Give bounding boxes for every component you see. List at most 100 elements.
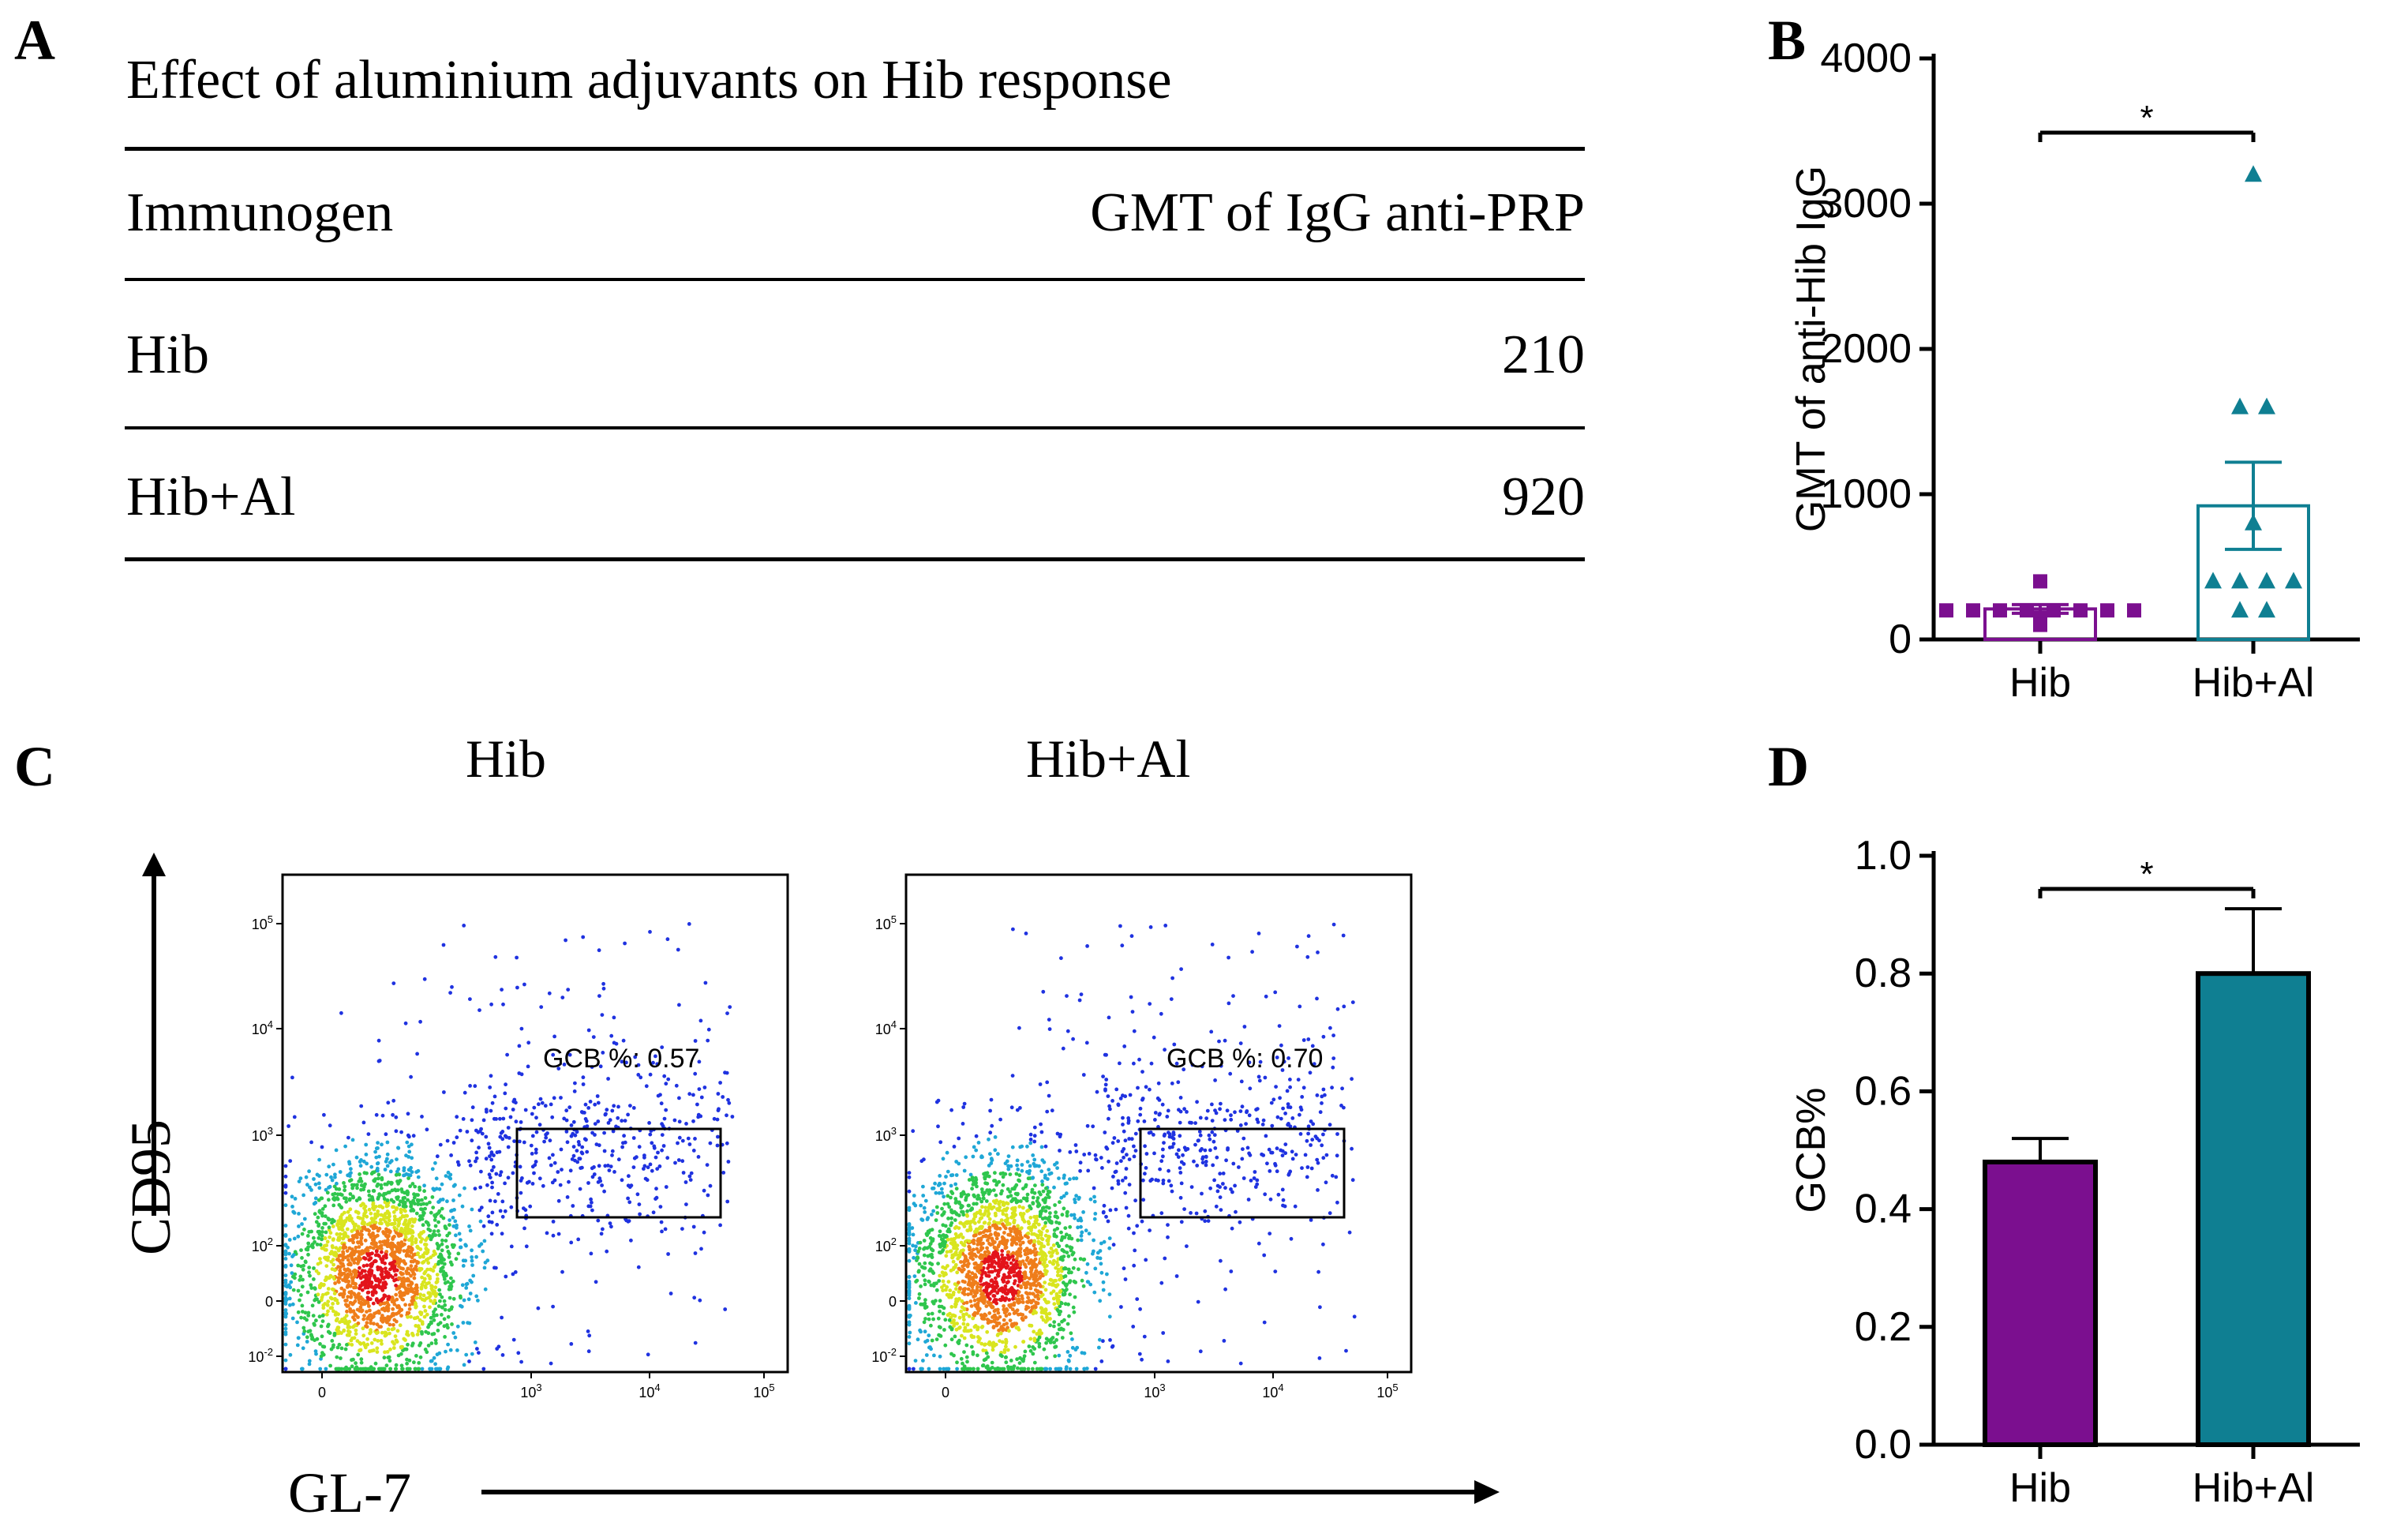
event-dot <box>434 1367 438 1371</box>
event-dot <box>369 1256 373 1260</box>
event-dot <box>1092 1187 1096 1190</box>
event-dot <box>358 1172 361 1176</box>
event-dot <box>395 1228 399 1232</box>
gl7-axis-label: GL-7 <box>288 1460 411 1526</box>
event-dot <box>922 1247 926 1251</box>
y-axis-label: GMT of anti-Hib IgG <box>1788 166 1834 532</box>
event-dot <box>428 1234 432 1238</box>
event-dot <box>373 1338 376 1342</box>
event-dot <box>938 1140 942 1144</box>
event-dot <box>590 1131 594 1135</box>
event-dot <box>1113 1136 1117 1140</box>
event-dot <box>1091 1252 1095 1256</box>
event-dot <box>1009 1172 1013 1176</box>
event-dot <box>571 1157 575 1161</box>
event-dot <box>931 1312 934 1316</box>
event-dot <box>1223 1039 1227 1043</box>
event-dot <box>1316 1188 1320 1192</box>
event-dot <box>968 1314 972 1318</box>
event-dot <box>971 1285 975 1289</box>
event-dot <box>1208 1138 1211 1142</box>
event-dot <box>372 1179 376 1183</box>
event-dot <box>380 1331 384 1335</box>
event-dot <box>982 1301 986 1305</box>
event-dot <box>1099 1262 1103 1265</box>
event-dot <box>369 1246 373 1250</box>
event-dot <box>290 1194 294 1198</box>
event-dot <box>406 1155 410 1159</box>
event-dot <box>490 1186 494 1190</box>
event-dot <box>1264 1134 1268 1138</box>
event-dot <box>1310 1138 1314 1142</box>
event-dot <box>298 1179 301 1183</box>
event-dot <box>404 1022 408 1025</box>
event-dot <box>938 1310 942 1314</box>
event-dot <box>1166 1223 1170 1227</box>
event-dot <box>650 1169 654 1173</box>
event-dot <box>473 1084 477 1088</box>
event-dot <box>1175 1274 1179 1278</box>
event-dot <box>330 1339 334 1343</box>
event-dot <box>1064 1182 1068 1186</box>
event-dot <box>1306 1165 1310 1169</box>
event-dot <box>961 1243 965 1247</box>
event-dot <box>301 1268 305 1272</box>
event-dot <box>401 1199 405 1203</box>
event-dot <box>947 1367 951 1371</box>
event-dot <box>991 1242 994 1246</box>
event-dot <box>949 1184 953 1188</box>
event-dot <box>997 1269 1001 1273</box>
event-dot <box>617 1157 621 1161</box>
event-dot <box>394 1367 398 1371</box>
event-dot <box>1331 1056 1335 1060</box>
event-dot <box>658 1093 662 1097</box>
event-dot <box>436 1220 440 1224</box>
event-dot <box>1033 1361 1037 1365</box>
event-dot <box>553 1161 557 1165</box>
event-dot <box>403 1166 406 1170</box>
event-dot <box>579 1187 582 1191</box>
event-dot <box>1258 1079 1262 1083</box>
event-dot <box>560 1270 564 1274</box>
event-dot <box>972 1352 976 1356</box>
event-dot <box>996 1273 1000 1277</box>
event-dot <box>556 1170 560 1174</box>
event-dot <box>1071 1037 1075 1041</box>
event-dot <box>333 1172 337 1176</box>
event-dot <box>384 1234 388 1238</box>
event-dot <box>943 1243 947 1247</box>
event-dot <box>440 1248 444 1252</box>
event-dot <box>321 1207 325 1211</box>
event-dot <box>1042 1318 1046 1322</box>
event-dot <box>387 1276 391 1280</box>
event-dot <box>958 1254 962 1258</box>
event-dot <box>1014 1183 1018 1187</box>
event-dot <box>1077 1267 1080 1271</box>
event-dot <box>365 1252 369 1256</box>
event-dot <box>358 1196 361 1200</box>
event-dot <box>459 1129 463 1133</box>
event-dot <box>386 1239 390 1243</box>
event-dot <box>391 981 395 985</box>
event-dot <box>1331 1066 1335 1070</box>
event-dot <box>1318 1356 1322 1360</box>
event-dot <box>488 1154 492 1158</box>
event-dot <box>559 1183 563 1187</box>
event-dot <box>1069 1367 1073 1371</box>
event-dot <box>938 1333 942 1337</box>
event-dot <box>511 1108 515 1112</box>
event-dot <box>566 1195 570 1199</box>
event-dot <box>949 1196 953 1200</box>
event-dot <box>337 1187 341 1191</box>
event-dot <box>429 1268 433 1272</box>
event-dot <box>433 1362 437 1366</box>
event-dot <box>1261 1153 1265 1157</box>
event-dot <box>351 1240 355 1244</box>
event-dot <box>1037 1271 1041 1275</box>
event-dot <box>306 1291 310 1295</box>
event-dot <box>291 1317 295 1321</box>
event-dot <box>530 1152 534 1156</box>
event-dot <box>1324 1180 1328 1184</box>
x-tick-label: Hib <box>2009 660 2071 706</box>
event-dot <box>406 1198 410 1202</box>
